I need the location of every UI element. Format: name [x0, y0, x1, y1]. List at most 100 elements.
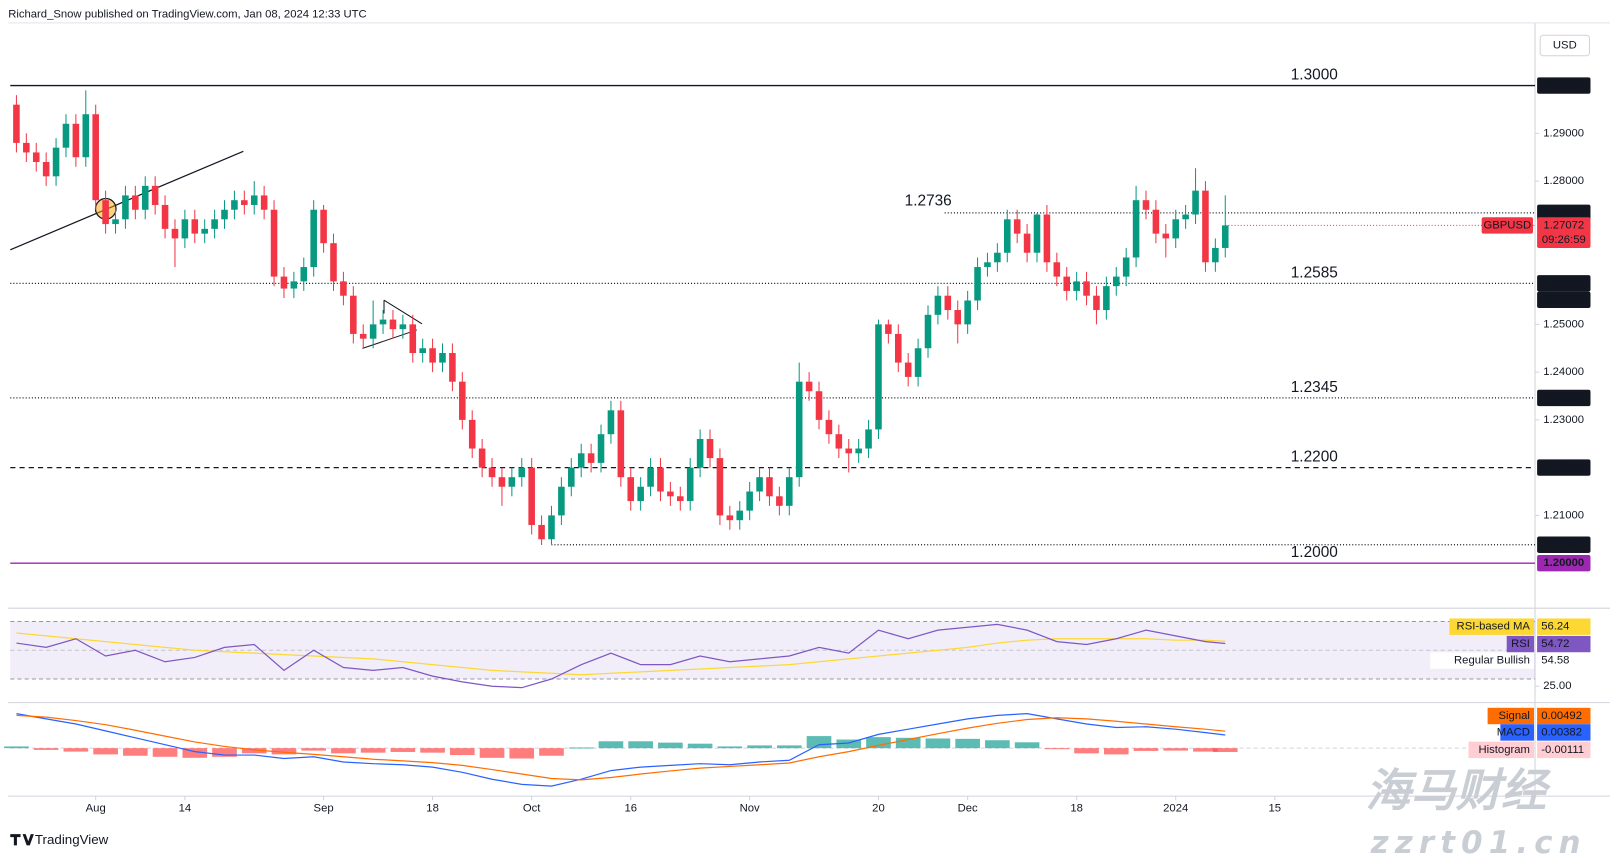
- candle-body: [786, 477, 793, 506]
- indicator-name: MACD: [1497, 726, 1530, 738]
- candle-body: [1073, 281, 1080, 291]
- histogram-bar: [806, 736, 832, 749]
- currency-box: [1539, 34, 1590, 57]
- x-tick-label: 2024: [1163, 802, 1188, 814]
- candle-body: [855, 448, 862, 454]
- histogram-bar: [628, 741, 653, 749]
- candle-body: [191, 219, 199, 234]
- price-tag-bg: [1537, 459, 1591, 476]
- indicator-value-bg: [1537, 652, 1591, 669]
- y-tick-label: 1.24000: [1543, 366, 1584, 378]
- watermark: zzrt01.cn: [1370, 825, 1587, 857]
- candle-body: [459, 381, 466, 420]
- candle-body: [776, 496, 783, 506]
- candle-body: [23, 142, 30, 153]
- level-annotation: 1.2736: [905, 192, 952, 209]
- candle-body: [954, 310, 962, 325]
- candle-body: [201, 228, 208, 234]
- level-annotation: 1.2345: [1291, 379, 1338, 396]
- candle-body: [994, 252, 1001, 263]
- candle-body: [42, 161, 50, 177]
- candle-body: [568, 467, 575, 487]
- candle-body: [151, 185, 159, 205]
- histogram-bar: [301, 748, 327, 751]
- countdown: 09:26:59: [1542, 234, 1586, 246]
- candle-body: [974, 267, 981, 301]
- candle-body: [637, 486, 644, 502]
- candle-body: [1063, 276, 1071, 291]
- indicator-value-bg: [1537, 618, 1591, 635]
- candle-body: [706, 438, 714, 459]
- candle-body: [1172, 219, 1180, 239]
- symbol-tag: GBPUSD: [1483, 219, 1531, 231]
- candle-body: [32, 152, 40, 162]
- histogram-bar: [63, 748, 89, 752]
- candle-body: [875, 324, 882, 430]
- candle-body: [815, 391, 823, 420]
- histogram-bar: [1014, 742, 1040, 749]
- price-tag: 1.25841: [1543, 294, 1584, 306]
- candle-body: [478, 448, 486, 468]
- candle-body: [112, 219, 119, 225]
- candle-body: [92, 114, 99, 201]
- histogram-bar: [776, 745, 802, 749]
- indicator-value: -0.00111: [1541, 744, 1584, 756]
- candle-body: [894, 333, 902, 363]
- histogram-bar: [598, 741, 624, 749]
- histogram-bar: [212, 748, 237, 757]
- y-tick-label: 1.25000: [1543, 318, 1584, 330]
- candle-body: [647, 467, 654, 487]
- indicator-name-bg: [1430, 652, 1535, 669]
- x-tick-label: Nov: [740, 802, 760, 814]
- x-tick-label: 16: [624, 802, 637, 814]
- price-tag-bg: [1537, 204, 1591, 222]
- x-tick-label: 18: [426, 802, 439, 814]
- candle-body: [290, 281, 298, 289]
- price-tag: 1.27335: [1543, 207, 1584, 219]
- candle-body: [340, 281, 347, 296]
- histogram-bar: [449, 748, 475, 756]
- candle-body: [885, 324, 892, 334]
- x-tick-label: Dec: [958, 802, 978, 814]
- price-tag: 1.22001: [1543, 462, 1584, 474]
- indicator-name: Histogram: [1479, 744, 1530, 756]
- y-tick-label: 1.28000: [1543, 175, 1584, 187]
- candle-body: [914, 348, 922, 377]
- candle-body: [538, 524, 545, 540]
- candle-body: [934, 295, 942, 315]
- pennant-line: [362, 329, 418, 349]
- indicator-name-bg: [1506, 635, 1535, 653]
- candle-body: [1003, 219, 1011, 253]
- candle-body: [122, 195, 129, 220]
- indicator-value: 54.58: [1541, 655, 1569, 667]
- candle-body: [231, 200, 238, 210]
- candle-body: [1182, 214, 1189, 220]
- y-tick-label: 1.23000: [1543, 414, 1584, 426]
- histogram-bar: [1212, 748, 1238, 752]
- candle-body: [825, 419, 833, 435]
- histogram-bar: [1044, 748, 1070, 750]
- candle-body: [260, 195, 268, 210]
- candle-body: [211, 219, 218, 229]
- macd-line: [16, 713, 1226, 787]
- candle-body: [558, 486, 565, 516]
- indicator-value: 56.24: [1541, 621, 1569, 633]
- histogram-bar: [1193, 748, 1218, 752]
- price-tag-bg: [1537, 77, 1591, 94]
- candle-body: [1202, 190, 1209, 263]
- candle-body: [1122, 257, 1130, 277]
- candle-body: [468, 419, 476, 449]
- rsi-line: [16, 623, 1226, 689]
- currency: USD: [1553, 39, 1577, 51]
- x-tick-label: Sep: [314, 802, 334, 814]
- candle-body: [924, 314, 932, 349]
- candle-body: [795, 381, 803, 478]
- candle-body: [528, 467, 535, 525]
- candle-body: [320, 209, 327, 244]
- price-tag: 1.23460: [1543, 392, 1584, 404]
- indicator-name: RSI: [1511, 638, 1530, 650]
- candle-body: [1033, 214, 1041, 253]
- indicator-name: Regular Bullish: [1454, 655, 1530, 667]
- candle-body: [389, 319, 397, 330]
